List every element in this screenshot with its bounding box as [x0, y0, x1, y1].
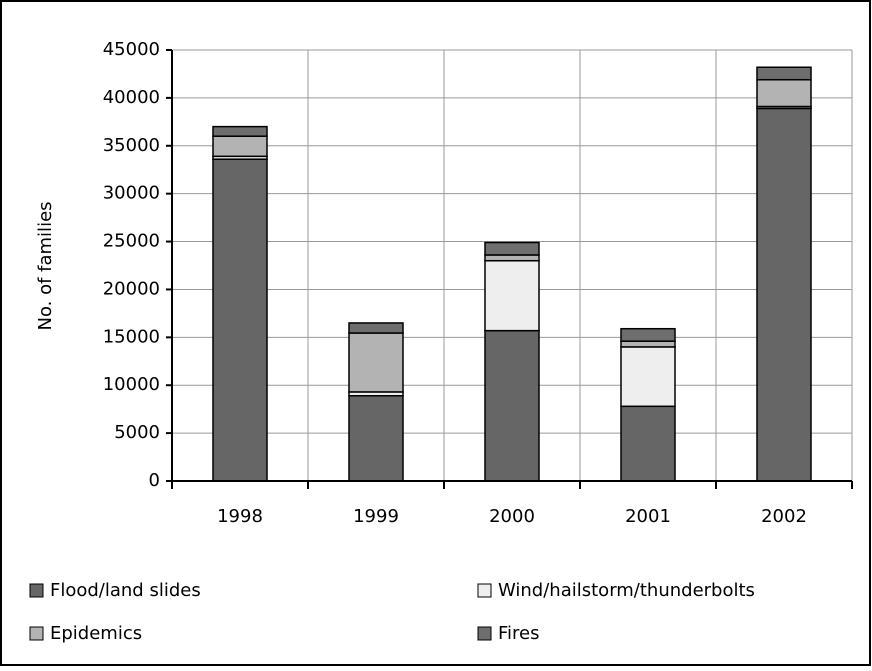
y-axis-label: No. of families [35, 201, 56, 330]
bar-segment [348, 322, 404, 334]
legend-swatch [477, 583, 492, 598]
x-tick-label: 1999 [353, 506, 399, 527]
legend-label: Fires [498, 623, 540, 644]
y-tick-label: 25000 [103, 231, 160, 252]
bar-segment [620, 340, 676, 348]
bar-segment [484, 259, 540, 332]
legend-label: Flood/land slides [50, 580, 201, 601]
legend-swatch [477, 626, 492, 641]
bar-segment [348, 395, 404, 482]
legend-label: Wind/hailstorm/thunderbolts [498, 580, 755, 601]
bar-segment [620, 327, 676, 342]
legend-swatch [29, 583, 44, 598]
y-tick-label: 5000 [114, 422, 160, 443]
y-tick-label: 15000 [103, 326, 160, 347]
bar-segment [212, 135, 268, 158]
y-tick-label: 30000 [103, 183, 160, 204]
bar-segment [212, 158, 268, 482]
x-tick-label: 1998 [217, 506, 263, 527]
bar-segment [484, 241, 540, 256]
x-tick-label: 2000 [489, 506, 535, 527]
bar-segment [620, 405, 676, 482]
bar-segment [212, 125, 268, 137]
bar-segment [756, 107, 812, 482]
y-tick-label: 0 [149, 470, 160, 491]
bar-segment [484, 254, 540, 262]
y-tick-label: 10000 [103, 374, 160, 395]
y-tick-label: 40000 [103, 87, 160, 108]
y-tick-label: 45000 [103, 39, 160, 60]
bar-segment [620, 346, 676, 408]
bar-segment [484, 329, 540, 482]
y-tick-label: 35000 [103, 135, 160, 156]
legend-swatch [29, 626, 44, 641]
bar-segment [756, 78, 812, 108]
x-tick-label: 2002 [761, 506, 807, 527]
bar-segment [348, 332, 404, 393]
x-tick-label: 2001 [625, 506, 671, 527]
legend-label: Epidemics [50, 623, 142, 644]
bar-segment [756, 66, 812, 81]
y-tick-label: 20000 [103, 278, 160, 299]
